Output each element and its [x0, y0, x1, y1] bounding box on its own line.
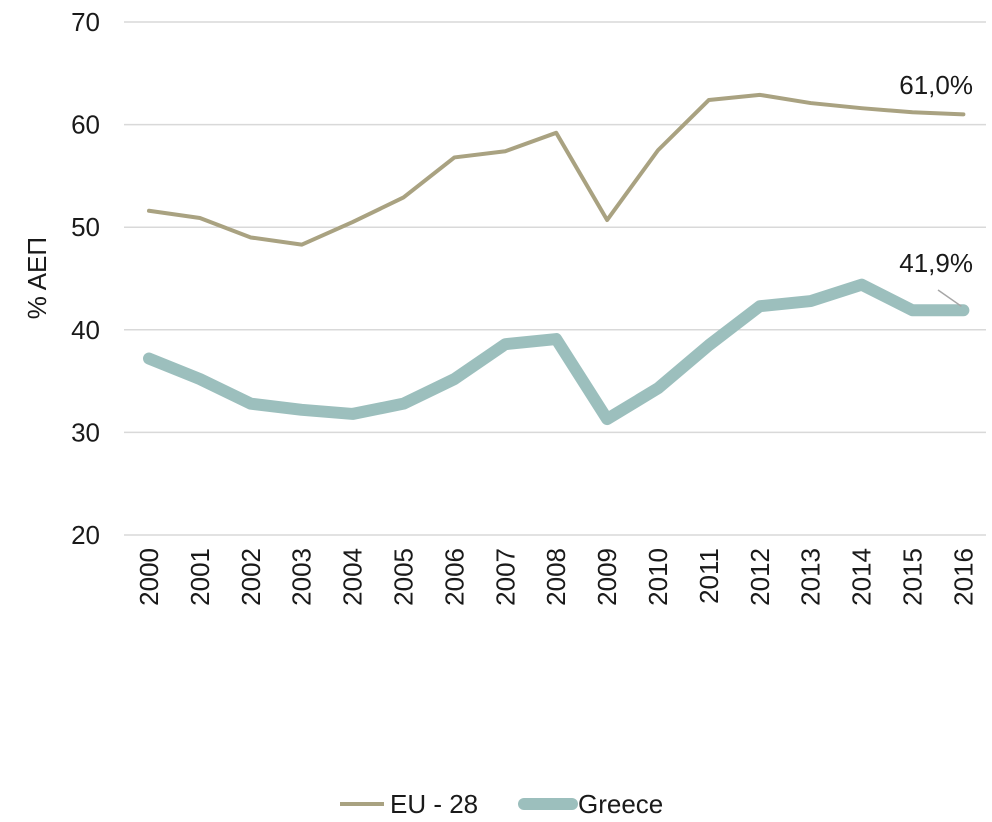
x-tick-label: 2006	[439, 548, 469, 606]
x-tick-label: 2015	[898, 548, 928, 606]
legend: EU - 28 Greece	[340, 789, 663, 819]
series-lines	[143, 92, 970, 426]
x-tick-label: 2013	[796, 548, 826, 606]
y-tick-label: 50	[71, 212, 100, 242]
x-axis-ticks: 2000 2001 2002 2003 2004 2005 2006 2007 2008 2009…	[134, 548, 978, 606]
x-tick-label: 2009	[592, 548, 622, 606]
legend-label-greece: Greece	[578, 789, 663, 819]
x-tick-label: 2002	[236, 548, 266, 606]
y-axis-ticks: 20 30 40 50 60 70	[71, 7, 100, 550]
end-labels: 61,0% 41,9%	[899, 70, 973, 307]
x-tick-label: 2014	[847, 548, 877, 606]
end-label-leader	[937, 289, 962, 307]
x-tick-label: 2010	[643, 548, 673, 606]
x-tick-label: 2012	[745, 548, 775, 606]
x-tick-label: 2004	[338, 548, 368, 606]
y-tick-label: 70	[71, 7, 100, 37]
end-label-eu-28: 61,0%	[899, 70, 973, 100]
x-tick-label: 2007	[490, 548, 520, 606]
y-axis-label: % ΑΕΠ	[22, 237, 52, 319]
gridlines	[124, 21, 986, 536]
x-tick-label: 2011	[694, 548, 724, 604]
end-label-greece: 41,9%	[899, 248, 973, 278]
x-tick-label: 2008	[541, 548, 571, 606]
y-tick-label: 60	[71, 110, 100, 140]
x-tick-label: 2003	[287, 548, 317, 606]
legend-label-eu-28: EU - 28	[390, 789, 478, 819]
x-tick-label: 2001	[185, 548, 215, 606]
y-tick-label: 30	[71, 417, 100, 447]
y-tick-label: 20	[71, 520, 100, 550]
x-tick-label: 2016	[948, 548, 978, 606]
y-tick-label: 40	[71, 315, 100, 345]
series-line-greece	[143, 278, 970, 426]
x-tick-label: 2000	[134, 548, 164, 606]
series-line-eu-28	[147, 92, 966, 247]
x-tick-label: 2005	[389, 548, 419, 606]
